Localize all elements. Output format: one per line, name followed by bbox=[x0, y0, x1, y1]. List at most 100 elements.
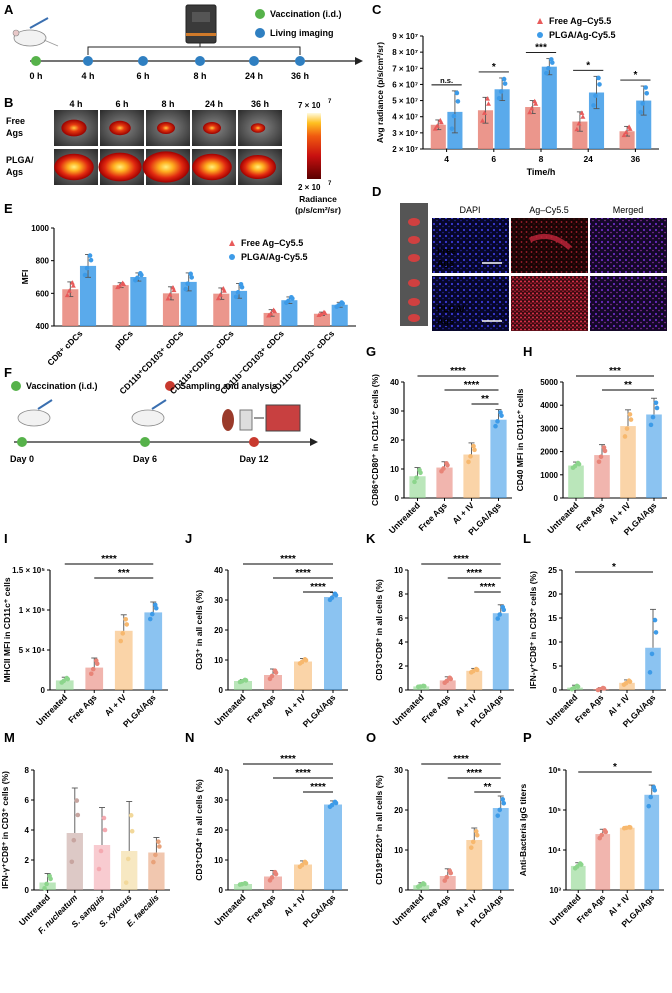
data-point bbox=[495, 616, 501, 621]
data-point bbox=[441, 466, 446, 471]
y-tick-label: 3000 bbox=[540, 424, 558, 433]
data-point bbox=[593, 93, 598, 99]
legend-dot-sampling bbox=[165, 381, 175, 391]
y-tick-label: 20 bbox=[548, 590, 557, 599]
micrograph-tile bbox=[432, 218, 509, 273]
data-point bbox=[603, 829, 609, 835]
data-point bbox=[96, 866, 102, 872]
data-point bbox=[412, 479, 417, 485]
y-tick-label: 6 bbox=[399, 614, 404, 623]
y-tick-label: 2000 bbox=[540, 448, 558, 457]
colorbar-max-label: 7 × 10 bbox=[298, 101, 321, 110]
x-tick-label: Untreated bbox=[387, 500, 422, 535]
data-point bbox=[70, 283, 76, 288]
micrograph-row-label: Ags bbox=[437, 316, 454, 326]
panel-letter-c: C bbox=[372, 2, 382, 17]
micrograph-header: Merged bbox=[613, 205, 644, 215]
data-point bbox=[124, 622, 130, 627]
data-point bbox=[481, 110, 487, 115]
bar bbox=[180, 281, 197, 326]
y-axis-label: CD86⁺CD80⁺ in CD11c⁺ cells (%) bbox=[370, 374, 380, 506]
timepoint-dot bbox=[249, 437, 259, 447]
data-point bbox=[627, 825, 633, 830]
x-tick-label: Free Ags bbox=[420, 892, 453, 925]
significance-label: * bbox=[633, 70, 637, 81]
data-point bbox=[153, 605, 159, 611]
y-tick-label: 600 bbox=[36, 289, 50, 298]
data-point bbox=[171, 287, 177, 293]
y-axis-label: CD3⁺CD4⁺ in all cells (%) bbox=[194, 779, 204, 881]
chart-l: 0 5 10 15 20 25 IFN-γ⁺CD8⁺ in CD3⁺ cells (%) Un… bbox=[528, 562, 666, 729]
panel-letter-b: B bbox=[4, 95, 13, 110]
y-tick-label: 4 bbox=[399, 638, 404, 647]
data-point bbox=[596, 459, 602, 465]
timepoint-label: 0 h bbox=[29, 71, 42, 81]
data-point bbox=[167, 292, 173, 297]
flow-cytometer-icon bbox=[265, 404, 301, 432]
data-point bbox=[579, 110, 585, 115]
imaging-timepoint-label: 4 h bbox=[69, 99, 82, 109]
significance-label: * bbox=[612, 562, 616, 573]
data-point bbox=[44, 881, 49, 887]
bar bbox=[39, 882, 56, 890]
legend-label: Free Ag–Cy5.5 bbox=[549, 16, 611, 26]
data-point bbox=[623, 825, 629, 831]
data-point bbox=[149, 611, 155, 617]
panel-letter-l: L bbox=[523, 531, 531, 546]
data-point bbox=[646, 803, 652, 809]
x-axis-label: Time/h bbox=[527, 167, 556, 177]
data-point bbox=[451, 113, 457, 119]
colorbar-unit: (p/s/cm²/sr) bbox=[295, 205, 341, 215]
data-point bbox=[648, 794, 654, 800]
y-tick-label: 0 bbox=[399, 686, 404, 695]
significance-label: **** bbox=[450, 366, 466, 377]
data-point bbox=[499, 413, 504, 418]
data-point bbox=[576, 120, 582, 126]
timepoint-dot bbox=[295, 56, 305, 66]
data-point bbox=[653, 400, 659, 406]
timepoint-dot bbox=[138, 56, 148, 66]
y-axis-label: MHCII MFI in CD11c⁺ cells bbox=[2, 577, 12, 682]
data-point bbox=[444, 874, 450, 880]
data-point bbox=[445, 462, 450, 468]
y-tick-label: 4 × 10⁷ bbox=[392, 113, 418, 122]
legend-label: Free Ag–Cy5.5 bbox=[241, 238, 303, 248]
tissue-sample-icon bbox=[408, 236, 420, 244]
y-axis-label: Avg radiance (p/s/cm²/sr) bbox=[375, 42, 385, 143]
bar bbox=[646, 414, 662, 498]
data-point bbox=[591, 103, 596, 108]
timepoint-label: 24 h bbox=[245, 71, 263, 81]
legend-marker bbox=[537, 32, 543, 38]
legend-label: PLGA/Ag-Cy5.5 bbox=[549, 30, 616, 40]
data-point bbox=[627, 126, 633, 131]
y-axis-label: CD3⁺CD8⁺ in all cells (%) bbox=[374, 579, 384, 681]
data-point bbox=[183, 286, 188, 292]
y-tick-label: 20 bbox=[214, 826, 223, 835]
data-point bbox=[438, 119, 444, 125]
significance-label: **** bbox=[310, 782, 326, 793]
static-artwork bbox=[11, 4, 667, 447]
data-point bbox=[90, 666, 96, 672]
x-tick-label: CD8⁺ cDCs bbox=[45, 328, 84, 367]
bar bbox=[595, 834, 611, 890]
data-point bbox=[466, 459, 471, 465]
y-tick-label: 0 bbox=[219, 886, 224, 895]
x-tick-label: 36 bbox=[631, 154, 641, 164]
imaging-timepoint-label: 8 h bbox=[161, 99, 174, 109]
y-tick-label: 8 bbox=[25, 766, 30, 775]
data-point bbox=[61, 678, 67, 684]
imaging-timepoint-label: 36 h bbox=[251, 99, 269, 109]
y-tick-label: 5 × 10⁷ bbox=[392, 97, 418, 106]
bar bbox=[492, 808, 509, 890]
data-point bbox=[624, 426, 630, 431]
y-tick-label: 1.5 × 10⁵ bbox=[12, 566, 45, 575]
y-tick-label: 10⁵ bbox=[548, 806, 561, 815]
x-tick-label: Untreated bbox=[212, 892, 247, 927]
bar bbox=[430, 124, 446, 149]
data-point bbox=[468, 454, 473, 459]
imaging-row-label: Ags bbox=[6, 128, 23, 138]
data-point bbox=[165, 296, 171, 301]
bar bbox=[230, 290, 248, 326]
syringe-icon bbox=[151, 399, 167, 410]
legend-marker bbox=[229, 254, 235, 260]
